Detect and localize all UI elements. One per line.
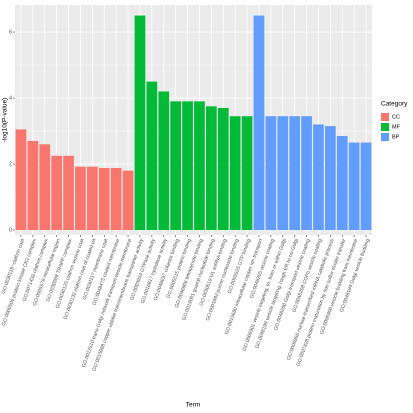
bar [289,116,301,231]
legend-label: BP [392,134,400,140]
bar [146,81,158,231]
bar [360,142,372,231]
y-tick-label: 0 [9,228,12,234]
bar [122,170,134,231]
legend-label: CC [392,114,400,120]
bar [98,168,110,231]
bar [170,101,182,231]
legend-label: MF [392,124,401,130]
y-tick-label: 4 [9,96,12,102]
y-axis-title: -log10(P-value) [2,98,9,142]
bar [205,106,217,231]
bar [336,136,348,231]
bar [324,126,336,231]
bar [241,116,253,231]
bar [217,107,229,231]
bar [134,15,146,231]
y-tick-label: 6 [9,30,12,36]
bar [348,142,360,231]
bar [15,129,27,231]
bar [110,168,122,231]
bar [63,155,74,231]
bar [39,144,51,231]
legend-key [381,123,389,131]
bar [265,116,277,231]
bar [229,116,241,231]
bar [75,166,86,231]
bar [313,124,324,231]
legend-title: Category [381,101,408,108]
bar [253,15,265,231]
bar [182,101,193,231]
bar [301,116,312,231]
bar [51,155,63,231]
bar [86,166,98,231]
bar [27,140,39,231]
legend-key [381,133,389,141]
bar [158,91,170,231]
x-axis-title: Term [186,402,200,409]
bar [277,116,289,231]
y-tick-label: 2 [9,162,12,168]
bar [194,101,205,231]
panel [15,5,372,235]
legend-key [381,113,389,121]
